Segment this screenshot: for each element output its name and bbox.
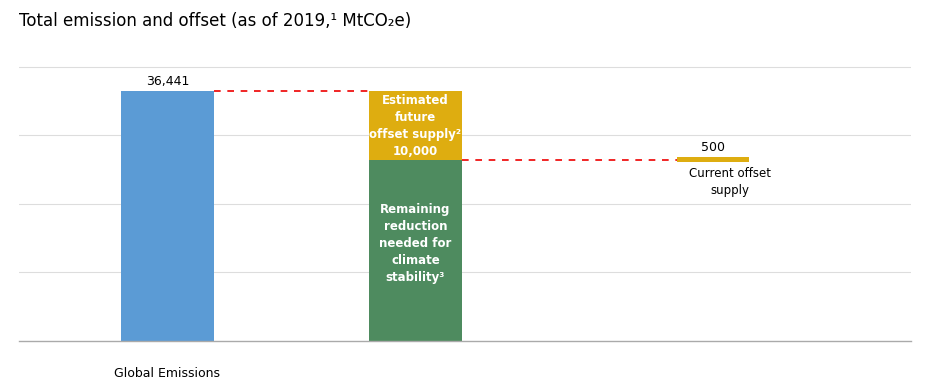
Bar — [369, 91, 461, 160]
Text: Current offset
supply: Current offset supply — [688, 166, 771, 197]
Text: Global Emissions: Global Emissions — [114, 366, 220, 380]
Bar — [121, 91, 214, 341]
Text: 36,441: 36,441 — [146, 75, 189, 88]
Text: Total emission and offset (as of 2019,¹ MtCO₂e): Total emission and offset (as of 2019,¹ … — [19, 12, 411, 30]
Text: Remaining
reduction
needed for
climate
stability³: Remaining reduction needed for climate s… — [379, 203, 452, 284]
Bar — [677, 157, 750, 163]
Bar — [369, 160, 461, 341]
Text: Estimated
future
offset supply²
10,000: Estimated future offset supply² 10,000 — [369, 94, 461, 158]
Text: 500: 500 — [701, 140, 725, 154]
